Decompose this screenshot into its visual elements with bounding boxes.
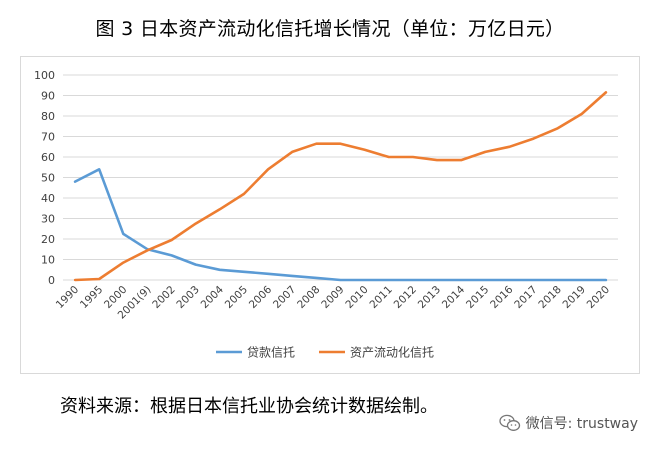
y-tick-label: 30: [41, 213, 55, 226]
y-tick-label: 10: [41, 254, 55, 267]
watermark-text: 微信号: trustway: [525, 416, 638, 432]
legend-label: 贷款信托: [247, 346, 295, 360]
line-chart: 01020304050607080901001990199520002001(9…: [34, 69, 618, 360]
watermark: 微信号: trustway: [498, 413, 638, 433]
x-tick-label: 2004: [199, 283, 227, 311]
y-tick-label: 90: [41, 90, 55, 103]
x-tick-label: 2006: [247, 283, 275, 311]
y-tick-label: 60: [41, 151, 55, 164]
x-tick-label: 2010: [343, 284, 370, 311]
y-tick-label: 70: [41, 131, 55, 144]
x-tick-label: 2017: [512, 284, 539, 311]
x-tick-label: 2005: [223, 284, 250, 311]
x-tick-label: 2008: [295, 284, 322, 311]
x-tick-label: 2012: [392, 284, 419, 311]
wechat-icon: [498, 414, 520, 431]
x-tick-label: 2014: [440, 283, 468, 311]
x-tick-label: 2019: [561, 284, 588, 311]
x-tick-label: 2007: [271, 284, 298, 311]
y-tick-label: 100: [34, 69, 55, 82]
x-tick-label: 1995: [78, 284, 105, 311]
chart-frame: [20, 56, 640, 374]
x-tick-label: 2009: [319, 284, 346, 311]
y-tick-label: 80: [41, 110, 55, 123]
x-tick-label: 2003: [174, 284, 201, 311]
x-tick-label: 2011: [367, 284, 394, 311]
x-tick-label: 2020: [585, 284, 612, 311]
x-tick-label: 2013: [416, 284, 443, 311]
y-tick-label: 50: [41, 172, 55, 185]
x-tick-label: 2002: [150, 284, 177, 311]
series-line-1: [73, 91, 608, 282]
y-tick-label: 40: [41, 192, 55, 205]
source-note: 资料来源：根据日本信托业协会统计数据绘制。: [60, 396, 438, 417]
x-tick-label: 2015: [464, 284, 491, 311]
chart-title: 图 3 日本资产流动化信托增长情况（单位：万亿日元）: [95, 18, 565, 40]
x-tick-label: 1990: [54, 284, 81, 311]
series-line-0: [73, 168, 608, 282]
y-tick-label: 20: [41, 233, 55, 246]
y-tick-label: 0: [48, 274, 55, 287]
x-tick-label: 2016: [488, 283, 516, 311]
legend-label: 资产流动化信托: [350, 346, 434, 360]
x-tick-label: 2018: [536, 284, 563, 311]
